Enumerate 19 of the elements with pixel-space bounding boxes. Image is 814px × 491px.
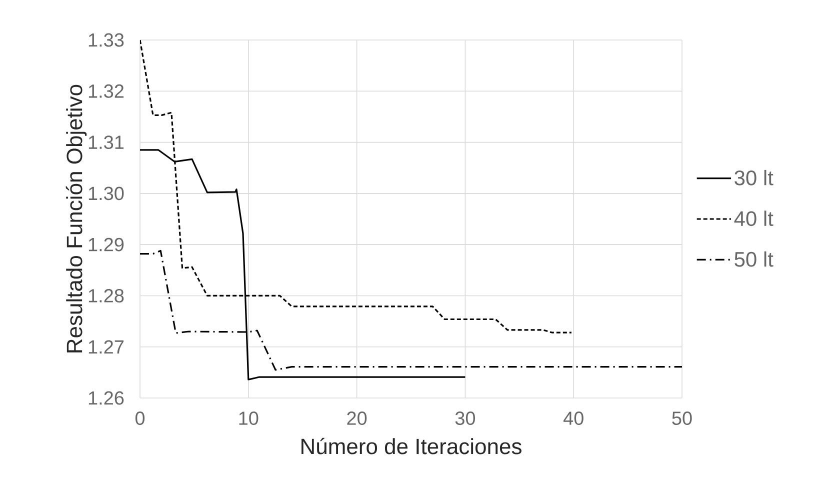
y-tick-label: 1.32 (88, 84, 124, 98)
x-tick-label: 20 (347, 412, 367, 425)
y-tick-label: 1.31 (88, 136, 124, 150)
y-tick-label: 1.26 (88, 391, 124, 405)
x-tick-label: 10 (239, 412, 258, 425)
x-tick-label: 0 (135, 412, 145, 425)
y-tick-label: 1.28 (88, 288, 124, 302)
y-tick-label: 1.27 (88, 340, 124, 354)
y-tick-label: 1.33 (88, 33, 124, 47)
x-axis-title: Número de Iteraciones (302, 438, 522, 454)
y-axis-title: Resultado Función Objetivo (66, 84, 87, 352)
legend-label: 50 lt (734, 251, 774, 267)
x-tick-label: 40 (563, 412, 584, 425)
x-tick-label: 30 (455, 412, 476, 425)
x-tick-label: 50 (672, 412, 692, 425)
y-tick-label: 1.30 (88, 186, 124, 200)
legend-label: 30 lt (734, 170, 774, 186)
y-tick-label: 1.29 (88, 238, 124, 252)
legend-label: 40 lt (734, 210, 774, 226)
